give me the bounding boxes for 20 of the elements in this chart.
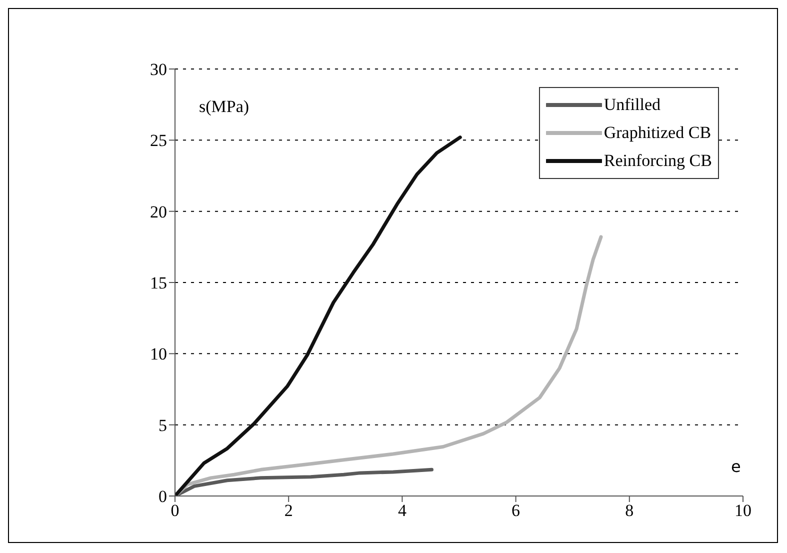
x-tick-label: 8 (625, 501, 634, 520)
y-tick-label: 20 (150, 202, 167, 222)
legend-label: Unfilled (604, 94, 661, 116)
y-tick-label: 30 (150, 60, 167, 80)
line-series (175, 136, 462, 496)
legend-label: Reinforcing CB (604, 150, 712, 172)
x-tick-label: 2 (284, 501, 293, 520)
x-tick-label: 4 (398, 501, 407, 520)
y-tick-label: 25 (150, 131, 167, 150)
x-axis-title: e (731, 457, 741, 476)
y-tick-label: 10 (150, 344, 167, 364)
x-tick-label: 6 (512, 501, 520, 520)
legend-label: Graphitized CB (604, 122, 712, 144)
x-tick-label: 0 (170, 501, 180, 520)
y-axis-title: s(MPa) (199, 97, 250, 117)
x-tick-label: 10 (734, 501, 752, 520)
y-tick-label: 5 (158, 416, 167, 435)
y-tick-label: 0 (158, 487, 167, 506)
y-tick-label: 15 (150, 274, 167, 293)
line-series (175, 235, 603, 496)
